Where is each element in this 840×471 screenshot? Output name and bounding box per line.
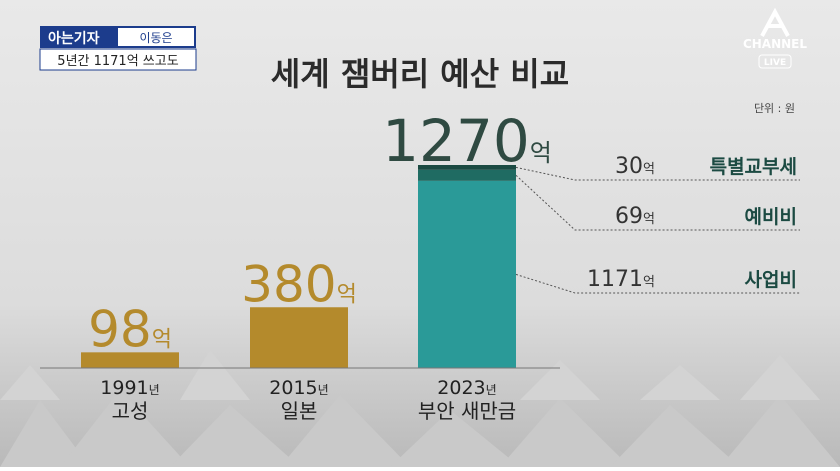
header-tag: 아는기자 [48,30,100,47]
value-label: 98억 [88,300,172,358]
bar-segment [418,165,516,170]
segment-name: 예비비 [745,206,797,228]
x-tick-label: 일본 [281,399,318,423]
reporter-box [118,28,194,46]
segment-name: 특별교부세 [710,156,797,178]
segment-value-label: 69억 [615,204,655,229]
x-tick-label: 고성 [112,399,149,423]
x-year-label: 2015년 [269,377,328,399]
bar [81,352,179,368]
segment-name: 사업비 [745,269,797,291]
headline-box [39,48,197,71]
logo-name: CHANNEL [743,37,807,51]
unit-label: 단위 : 원 [754,102,795,115]
leader-line [515,166,800,181]
logo-live: LIVE [764,58,786,68]
leader-line [515,174,800,231]
x-year-label: 2023년 [437,377,496,399]
logo-mark [760,7,790,37]
segment-value-label: 30억 [615,154,655,179]
bar-segment [418,180,516,368]
tents [0,390,840,467]
x-tick-label: 부안 새만금 [418,399,516,423]
leader-line [515,273,800,294]
bar-segment [418,169,516,181]
live-box [758,54,792,69]
headline: 5년간 1171억 쓰고도 [57,54,178,69]
tents-far [0,350,820,400]
bar [250,307,348,368]
chart-title: 세계 잼버리 예산 비교 [271,55,569,93]
x-year-label: 1991년 [100,377,159,399]
segment-value-label: 1171억 [587,267,655,292]
value-label: 380억 [241,255,357,313]
reporter: 이동은 [139,31,172,45]
value-label: 1270억 [382,107,552,175]
